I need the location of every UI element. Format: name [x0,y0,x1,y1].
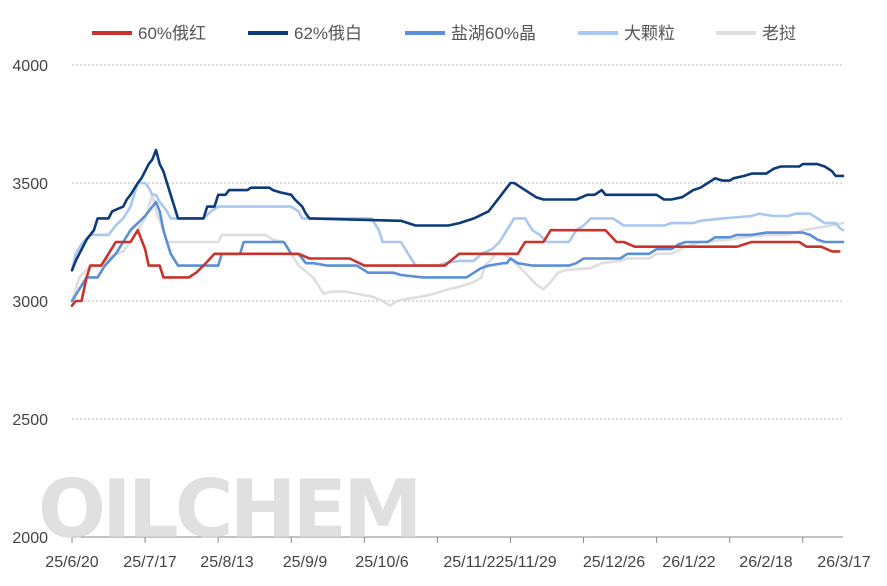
legend-label: 60%俄红 [138,24,206,43]
x-tick-label: 25/7/17 [123,554,176,571]
x-tick-label: 26/3/17 [817,554,870,571]
legend-swatch [405,31,445,35]
legend: 60%俄红 62%俄白 盐湖60%晶 大颗粒 老挝 [92,24,796,43]
x-axis: 25/6/20 25/7/17 25/8/13 25/9/9 25/10/6 25/11/… [45,536,871,571]
series-line-3 [70,181,845,272]
series-line-2 [70,200,845,303]
x-tick-label: 25/9/9 [283,554,328,571]
legend-swatch [578,31,618,35]
y-tick-label: 3500 [12,176,48,193]
x-tick-label: 26/1/22 [662,554,715,571]
series-line-1 [70,148,845,272]
series-line-4 [70,193,845,307]
x-tick-label: 25/10/6 [355,554,408,571]
legend-label: 盐湖60%晶 [451,24,536,43]
x-tick-label: 25/12/26 [583,554,645,571]
y-axis-ticks: 2000 2500 3000 3500 4000 [12,58,48,547]
x-tick-label: 25/8/13 [200,554,253,571]
x-tick-label: 25/6/20 [45,554,98,571]
x-tick-label: 25/11/225/11/29 [443,554,556,571]
legend-swatch [92,31,132,35]
legend-label: 62%俄白 [294,24,362,43]
y-tick-label: 3000 [12,294,48,311]
legend-label: 大颗粒 [624,24,675,43]
y-tick-label: 2000 [12,530,48,547]
series-lines [70,148,845,307]
watermark-logo: OILCHEM [38,463,419,556]
y-tick-label: 2500 [12,412,48,429]
legend-swatch [716,31,756,35]
x-tick-label: 26/2/18 [739,554,792,571]
series-line-0 [70,228,841,307]
legend-swatch [248,31,288,35]
grid-lines [72,64,843,420]
legend-label: 老挝 [762,24,796,43]
y-tick-label: 4000 [12,58,48,75]
